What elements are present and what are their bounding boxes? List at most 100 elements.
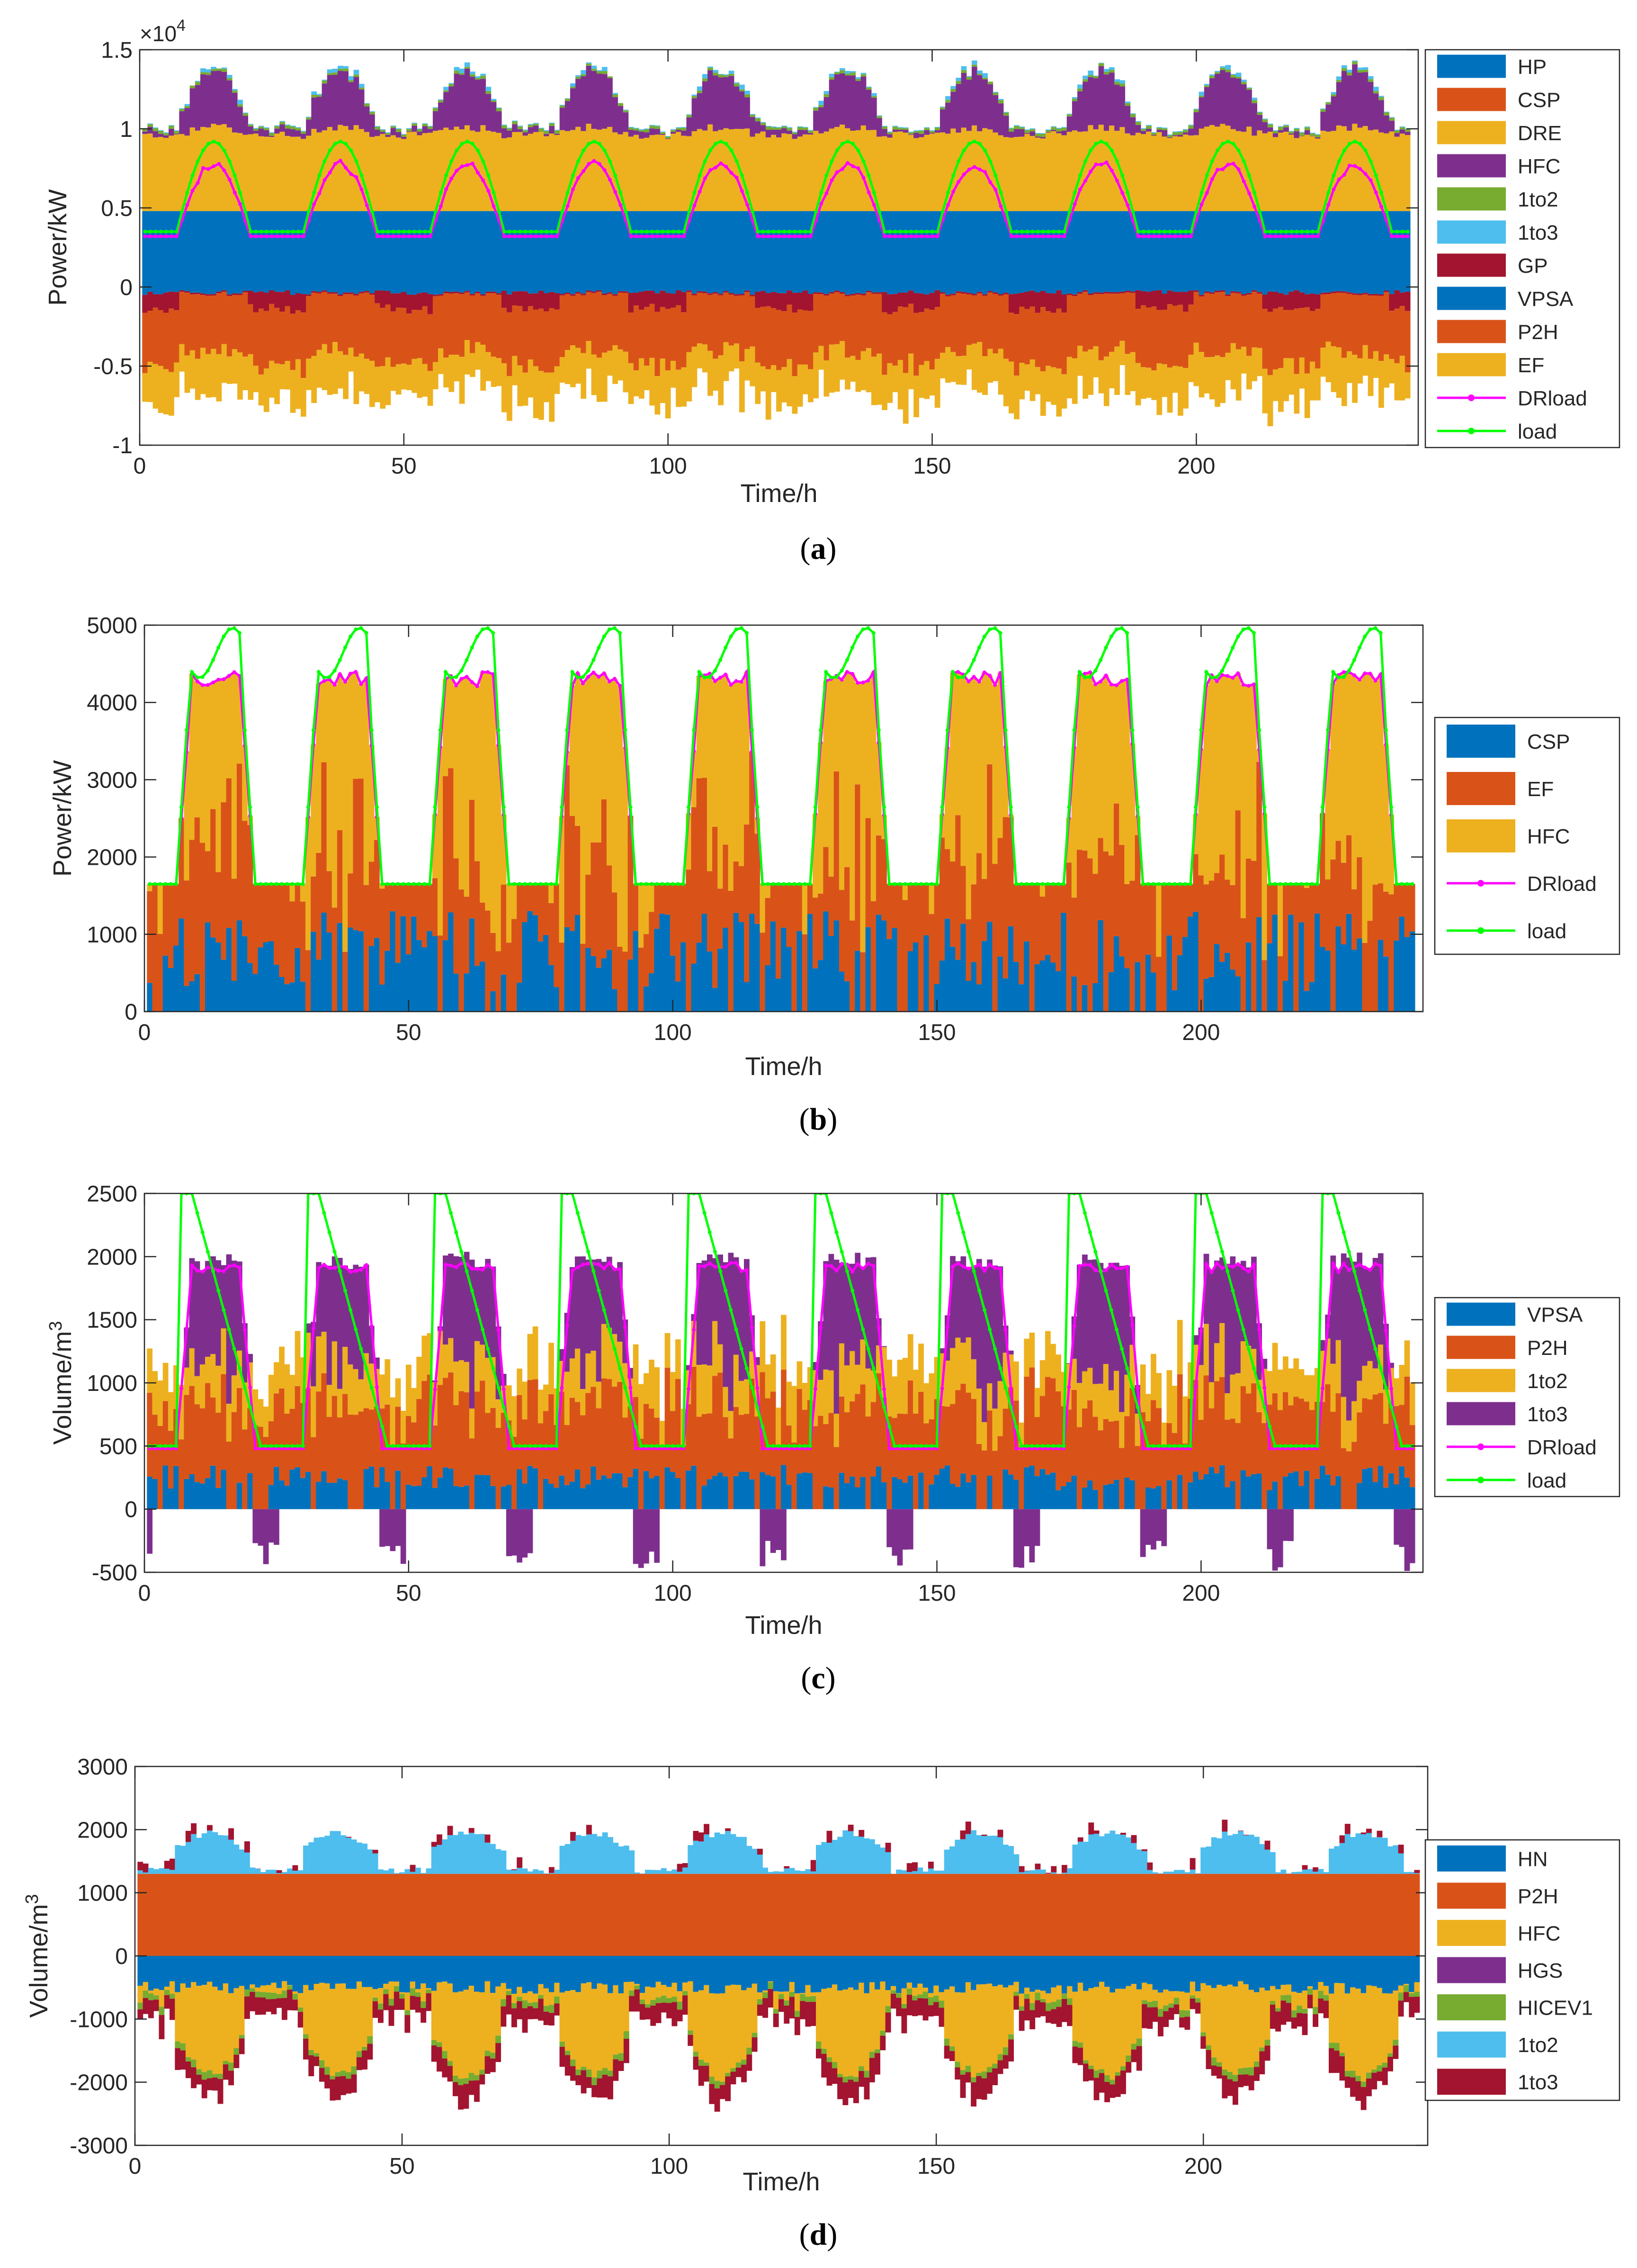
bar-EF — [676, 369, 681, 407]
bar-HFC — [713, 75, 718, 132]
y-tick-label: 0 — [120, 275, 133, 300]
bar-CSP — [236, 920, 242, 1012]
bar-HFC — [762, 1990, 769, 1992]
bar-P2H — [634, 1874, 640, 1956]
bar-1to2 — [501, 1850, 507, 1874]
bar-1to2 — [570, 86, 576, 89]
bar-1to3 — [686, 114, 692, 116]
bar-HFC — [364, 106, 370, 132]
bar-HP — [459, 211, 465, 287]
bar-HN — [917, 1956, 923, 1984]
bar-1to2 — [881, 1347, 887, 1398]
bar-P2H — [773, 1874, 779, 1956]
bar-HFC — [485, 672, 491, 911]
bar-P2H — [290, 314, 296, 370]
bar-1to3 — [1362, 1267, 1368, 1366]
bar-HFC — [929, 133, 935, 134]
bar-VPSA — [427, 1466, 433, 1509]
bar-P2H — [1029, 306, 1036, 359]
bar-CSP — [944, 918, 950, 1012]
bar-P2H — [1203, 1375, 1209, 1474]
bar-HICEV1 — [955, 2062, 961, 2068]
bar-DRE — [1172, 136, 1178, 211]
bar-HICEV1 — [805, 1996, 811, 2002]
bar-1to3 — [485, 1259, 491, 1358]
bar-1to3 — [147, 123, 153, 125]
bars-b — [147, 626, 1415, 1012]
bar-VPSA — [1288, 1473, 1294, 1509]
bars-a — [142, 60, 1411, 426]
bar-1to2 — [168, 1392, 174, 1431]
x-tick-label: 0 — [138, 1581, 151, 1606]
bar-HICEV1 — [981, 2071, 987, 2079]
bar-1to2 — [527, 1871, 533, 1874]
bar-1to2 — [797, 127, 803, 130]
bar-HICEV1 — [442, 2051, 448, 2059]
bar-P2H — [1293, 1397, 1299, 1471]
bar-GP — [750, 295, 756, 296]
bar-HICEV1 — [800, 1994, 806, 2001]
bar-HFC — [997, 672, 1003, 838]
bar-EF — [1103, 356, 1109, 406]
bar-VPSA — [248, 287, 254, 291]
bar-1to3 — [596, 1259, 602, 1382]
bar-VPSA — [374, 1487, 380, 1509]
bar-HFC — [1235, 673, 1241, 811]
bar-1to3 — [311, 1322, 316, 1387]
bar-EF — [464, 896, 470, 974]
bar-P2H — [390, 1450, 396, 1509]
bar-HP — [1019, 211, 1025, 287]
bar-HP — [808, 211, 814, 287]
bar-EF — [1130, 352, 1136, 391]
bar-1to3 — [671, 2002, 678, 2026]
bar-P2H — [1126, 1874, 1132, 1956]
bar-1to3 — [896, 1998, 902, 2017]
bar-GP — [792, 293, 798, 313]
bar-HICEV1 — [1072, 2041, 1078, 2047]
bar-EF — [1151, 884, 1156, 973]
bar-CSP — [1082, 985, 1088, 1012]
bar-HN — [442, 1956, 448, 1982]
bar-1to3 — [348, 1269, 354, 1365]
bar-VPSA — [850, 1476, 855, 1509]
bar-VPSA — [977, 287, 983, 292]
bar-1to3 — [757, 2004, 763, 2016]
bar-1to2 — [1145, 1394, 1151, 1421]
bar-DRE — [628, 136, 634, 211]
bar-1to3 — [1335, 1270, 1342, 1340]
bar-HP — [1394, 211, 1400, 287]
bar-1to3 — [907, 1509, 913, 1550]
bar-HFC — [896, 1993, 902, 1994]
bar-1to3 — [1040, 133, 1046, 134]
bar-HFC — [574, 673, 581, 826]
bar-P2H — [201, 1874, 207, 1956]
bar-HFC — [420, 1983, 427, 2001]
bar-VPSA — [332, 287, 338, 292]
bar-VPSA — [564, 1485, 570, 1509]
bar-1to2 — [976, 1835, 982, 1874]
bar-HFC — [1245, 686, 1252, 859]
bar-HP — [702, 211, 708, 287]
bar-P2H — [768, 1874, 774, 1956]
bar-P2H — [981, 1874, 987, 1956]
bar-P2H — [153, 1874, 160, 1956]
bar-1to2 — [1009, 128, 1014, 132]
bar-1to2 — [860, 1339, 866, 1385]
bar-1to3 — [655, 2003, 662, 2023]
bar-1to3 — [1114, 79, 1120, 82]
bar-EF — [279, 364, 286, 389]
bar-EF — [659, 884, 665, 914]
bar-1to2 — [977, 73, 983, 75]
bar-EF — [295, 884, 301, 948]
bar-HFC — [346, 1989, 352, 2072]
bar-VPSA — [770, 1476, 776, 1509]
bar-1to2 — [232, 90, 238, 93]
y-tick-label: 1500 — [87, 1308, 137, 1333]
bar-HFC — [559, 108, 565, 130]
bar-DRE — [285, 136, 291, 211]
bar-1to3 — [221, 67, 227, 69]
bar-1to2 — [628, 127, 634, 130]
bar-HP — [1283, 211, 1289, 287]
bar-P2H — [1061, 313, 1067, 375]
bar-1to2 — [981, 1836, 987, 1874]
